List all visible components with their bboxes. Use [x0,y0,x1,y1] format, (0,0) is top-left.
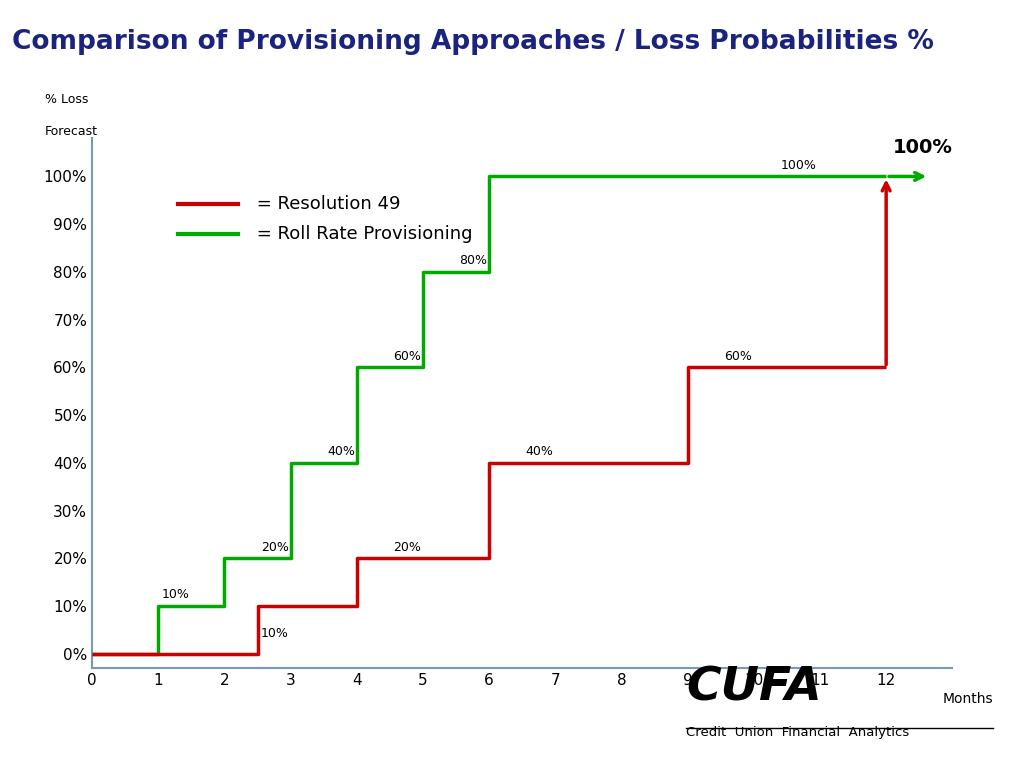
Text: 10%: 10% [162,588,189,601]
Text: 10%: 10% [261,627,289,640]
Text: 80%: 80% [460,254,487,267]
Text: 40%: 40% [327,445,355,458]
Text: CUFA: CUFA [686,665,822,710]
Text: 60%: 60% [724,349,752,362]
Text: Credit  Union  Financial  Analytics: Credit Union Financial Analytics [686,726,909,739]
Text: % Loss: % Loss [45,94,88,107]
Text: Forecast: Forecast [45,125,98,138]
Text: 100%: 100% [893,138,952,157]
Text: = Resolution 49: = Resolution 49 [251,196,400,214]
Text: Comparison of Provisioning Approaches / Loss Probabilities %: Comparison of Provisioning Approaches / … [12,29,934,55]
Text: 40%: 40% [525,445,553,458]
Text: 100%: 100% [780,159,816,172]
Text: = Roll Rate Provisioning: = Roll Rate Provisioning [251,224,473,243]
Text: 60%: 60% [393,349,421,362]
Text: 20%: 20% [261,541,289,554]
Text: 20%: 20% [393,541,421,554]
Text: Months: Months [942,692,993,706]
